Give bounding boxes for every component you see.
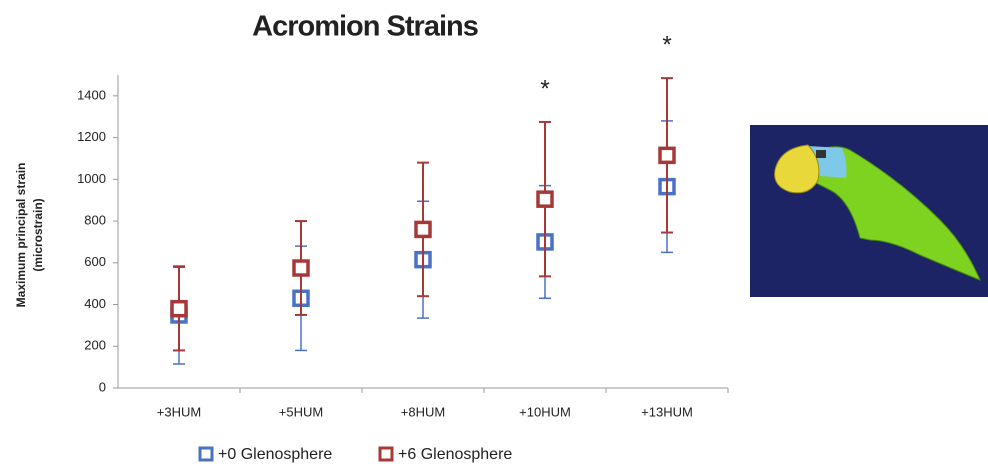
- marker: [658, 146, 676, 165]
- y-axis-label-line: (microstrain): [31, 198, 45, 271]
- y-axis-label-line: Maximum principal strain: [14, 163, 28, 308]
- y-tick-label: 600: [84, 254, 106, 269]
- bone-image: [750, 125, 988, 297]
- y-axis-label: Maximum principal strain (microstrain): [14, 163, 45, 308]
- legend-swatch: [378, 446, 394, 462]
- y-tick-label: 0: [99, 379, 106, 394]
- annotation: *: [540, 75, 549, 102]
- x-tick-label: +3HUM: [157, 404, 201, 419]
- x-tick-label: +10HUM: [519, 404, 571, 419]
- marker: [536, 190, 554, 208]
- chart-title: Acromion Strains: [252, 11, 478, 43]
- bone-body: [799, 146, 981, 281]
- y-tick-label: 800: [84, 213, 106, 228]
- y-tick-label: 1400: [77, 87, 106, 102]
- y-tick-label: 1200: [77, 129, 106, 144]
- marker: [170, 299, 188, 318]
- bone-marker: [816, 150, 826, 158]
- legend-label: +0 Glenosphere: [218, 446, 332, 463]
- x-tick-label: +5HUM: [279, 404, 323, 419]
- legend-swatch: [198, 446, 214, 462]
- y-tick-label: 1000: [77, 171, 106, 186]
- x-tick-label: +13HUM: [641, 404, 693, 419]
- marker: [292, 259, 310, 277]
- legend-label: +6 Glenosphere: [398, 446, 512, 463]
- annotation: *: [662, 31, 671, 58]
- y-tick-label: 400: [84, 296, 106, 311]
- y-tick-label: 200: [84, 338, 106, 353]
- bone-head: [774, 144, 820, 194]
- marker: [414, 220, 432, 239]
- x-tick-label: +8HUM: [401, 404, 445, 419]
